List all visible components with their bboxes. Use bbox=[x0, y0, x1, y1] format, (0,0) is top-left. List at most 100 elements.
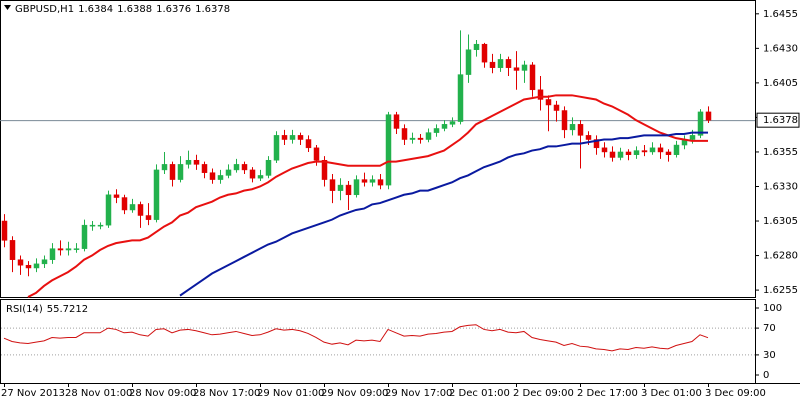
candle-body bbox=[105, 194, 112, 226]
candle-body bbox=[353, 179, 360, 196]
rsi-tick-label: 0 bbox=[763, 370, 769, 381]
candle-body bbox=[169, 164, 176, 180]
rsi-last: 55.7212 bbox=[47, 304, 88, 315]
candle-body bbox=[705, 111, 712, 121]
y-tick-label: 1.6255 bbox=[763, 285, 798, 296]
moving-average bbox=[27, 94, 708, 298]
candle-body bbox=[633, 150, 640, 155]
candle-body bbox=[57, 248, 64, 251]
y-tick-label: 1.6280 bbox=[763, 251, 798, 262]
y-tick-label: 1.6355 bbox=[763, 147, 798, 158]
x-tick-label: 27 Nov 2013 bbox=[1, 388, 65, 399]
candle-body bbox=[145, 215, 152, 220]
x-tick-label: 29 Nov 09:00 bbox=[321, 388, 388, 399]
candle-body bbox=[49, 248, 56, 260]
candle-body bbox=[9, 240, 16, 260]
candle-body bbox=[473, 43, 480, 50]
x-tick-label: 3 Dec 01:00 bbox=[641, 388, 702, 399]
y-tick-label: 1.6405 bbox=[763, 78, 798, 89]
candle-body bbox=[73, 248, 80, 250]
candle-body bbox=[209, 172, 216, 180]
candle-body bbox=[89, 224, 96, 227]
candle-body bbox=[457, 74, 464, 122]
candle-body bbox=[593, 139, 600, 149]
candle-body bbox=[361, 179, 368, 183]
x-tick-label: 2 Dec 01:00 bbox=[449, 388, 510, 399]
candle-body bbox=[401, 128, 408, 140]
candle-body bbox=[33, 263, 40, 269]
candle-body bbox=[417, 137, 424, 140]
candle-body bbox=[537, 89, 544, 100]
candle-body bbox=[513, 67, 520, 71]
candle-body bbox=[649, 147, 656, 153]
last-low: 1.6376 bbox=[156, 4, 191, 15]
candle-body bbox=[577, 124, 584, 136]
rsi-title: RSI(14) bbox=[6, 304, 43, 315]
candle-body bbox=[505, 59, 512, 68]
candle-body bbox=[321, 159, 328, 180]
candle-body bbox=[313, 147, 320, 161]
candle-body bbox=[65, 248, 72, 251]
main-panel-frame bbox=[0, 0, 756, 298]
candle-body bbox=[433, 128, 440, 133]
candle-body bbox=[17, 259, 24, 266]
candle-body bbox=[25, 264, 32, 269]
candle-body bbox=[185, 159, 192, 165]
candle-body bbox=[617, 151, 624, 158]
candle-body bbox=[665, 151, 672, 155]
chart-menu-icon[interactable] bbox=[4, 5, 11, 10]
candle-body bbox=[553, 104, 560, 111]
candle-body bbox=[329, 179, 336, 191]
last-open: 1.6384 bbox=[78, 4, 113, 15]
x-tick-label: 28 Nov 01:00 bbox=[65, 388, 132, 399]
candle-body bbox=[41, 259, 48, 265]
x-tick-label: 28 Nov 17:00 bbox=[193, 388, 260, 399]
rsi-tick-label: 30 bbox=[763, 350, 776, 361]
candle-body bbox=[233, 164, 240, 171]
candle-body bbox=[609, 151, 616, 158]
candle-body bbox=[385, 114, 392, 186]
candle-body bbox=[345, 184, 352, 196]
candle-body bbox=[337, 184, 344, 191]
candle-body bbox=[481, 43, 488, 63]
x-tick-label: 3 Dec 09:00 bbox=[705, 388, 766, 399]
rsi-tick-label: 70 bbox=[763, 323, 776, 334]
candle-body bbox=[497, 59, 504, 68]
candle-body bbox=[249, 169, 256, 179]
y-tick-label: 1.6455 bbox=[763, 9, 798, 20]
candle-body bbox=[121, 197, 128, 211]
candle-body bbox=[441, 124, 448, 129]
candle-body bbox=[257, 175, 264, 179]
candle-body bbox=[225, 169, 232, 176]
candle-body bbox=[489, 61, 496, 68]
rsi-tick-label: 100 bbox=[763, 303, 782, 314]
last-price-box bbox=[756, 112, 800, 128]
candle-body bbox=[241, 164, 248, 171]
candle-body bbox=[641, 150, 648, 153]
candle-body bbox=[409, 137, 416, 140]
candle-body bbox=[697, 111, 704, 136]
y-tick-label: 1.6305 bbox=[763, 216, 798, 227]
candle-body bbox=[601, 147, 608, 153]
candle-body bbox=[529, 64, 536, 91]
x-tick-label: 2 Dec 09:00 bbox=[513, 388, 574, 399]
candle-body bbox=[81, 224, 88, 249]
rsi-line bbox=[3, 324, 709, 352]
candle-body bbox=[585, 135, 592, 140]
y-tick-label: 1.6330 bbox=[763, 181, 798, 192]
candle-body bbox=[297, 135, 304, 140]
candle-body bbox=[305, 139, 312, 149]
candle-body bbox=[569, 124, 576, 131]
x-tick-label: 2 Dec 17:00 bbox=[577, 388, 638, 399]
candle-body bbox=[153, 169, 160, 220]
candle-body bbox=[393, 114, 400, 129]
candle-body bbox=[521, 64, 528, 71]
candle-body bbox=[273, 135, 280, 161]
marks bbox=[0, 30, 755, 356]
candle-body bbox=[625, 151, 632, 155]
candle-body bbox=[289, 135, 296, 140]
x-tick-label: 29 Nov 01:00 bbox=[257, 388, 324, 399]
candle-body bbox=[265, 159, 272, 176]
moving-average bbox=[179, 131, 708, 297]
